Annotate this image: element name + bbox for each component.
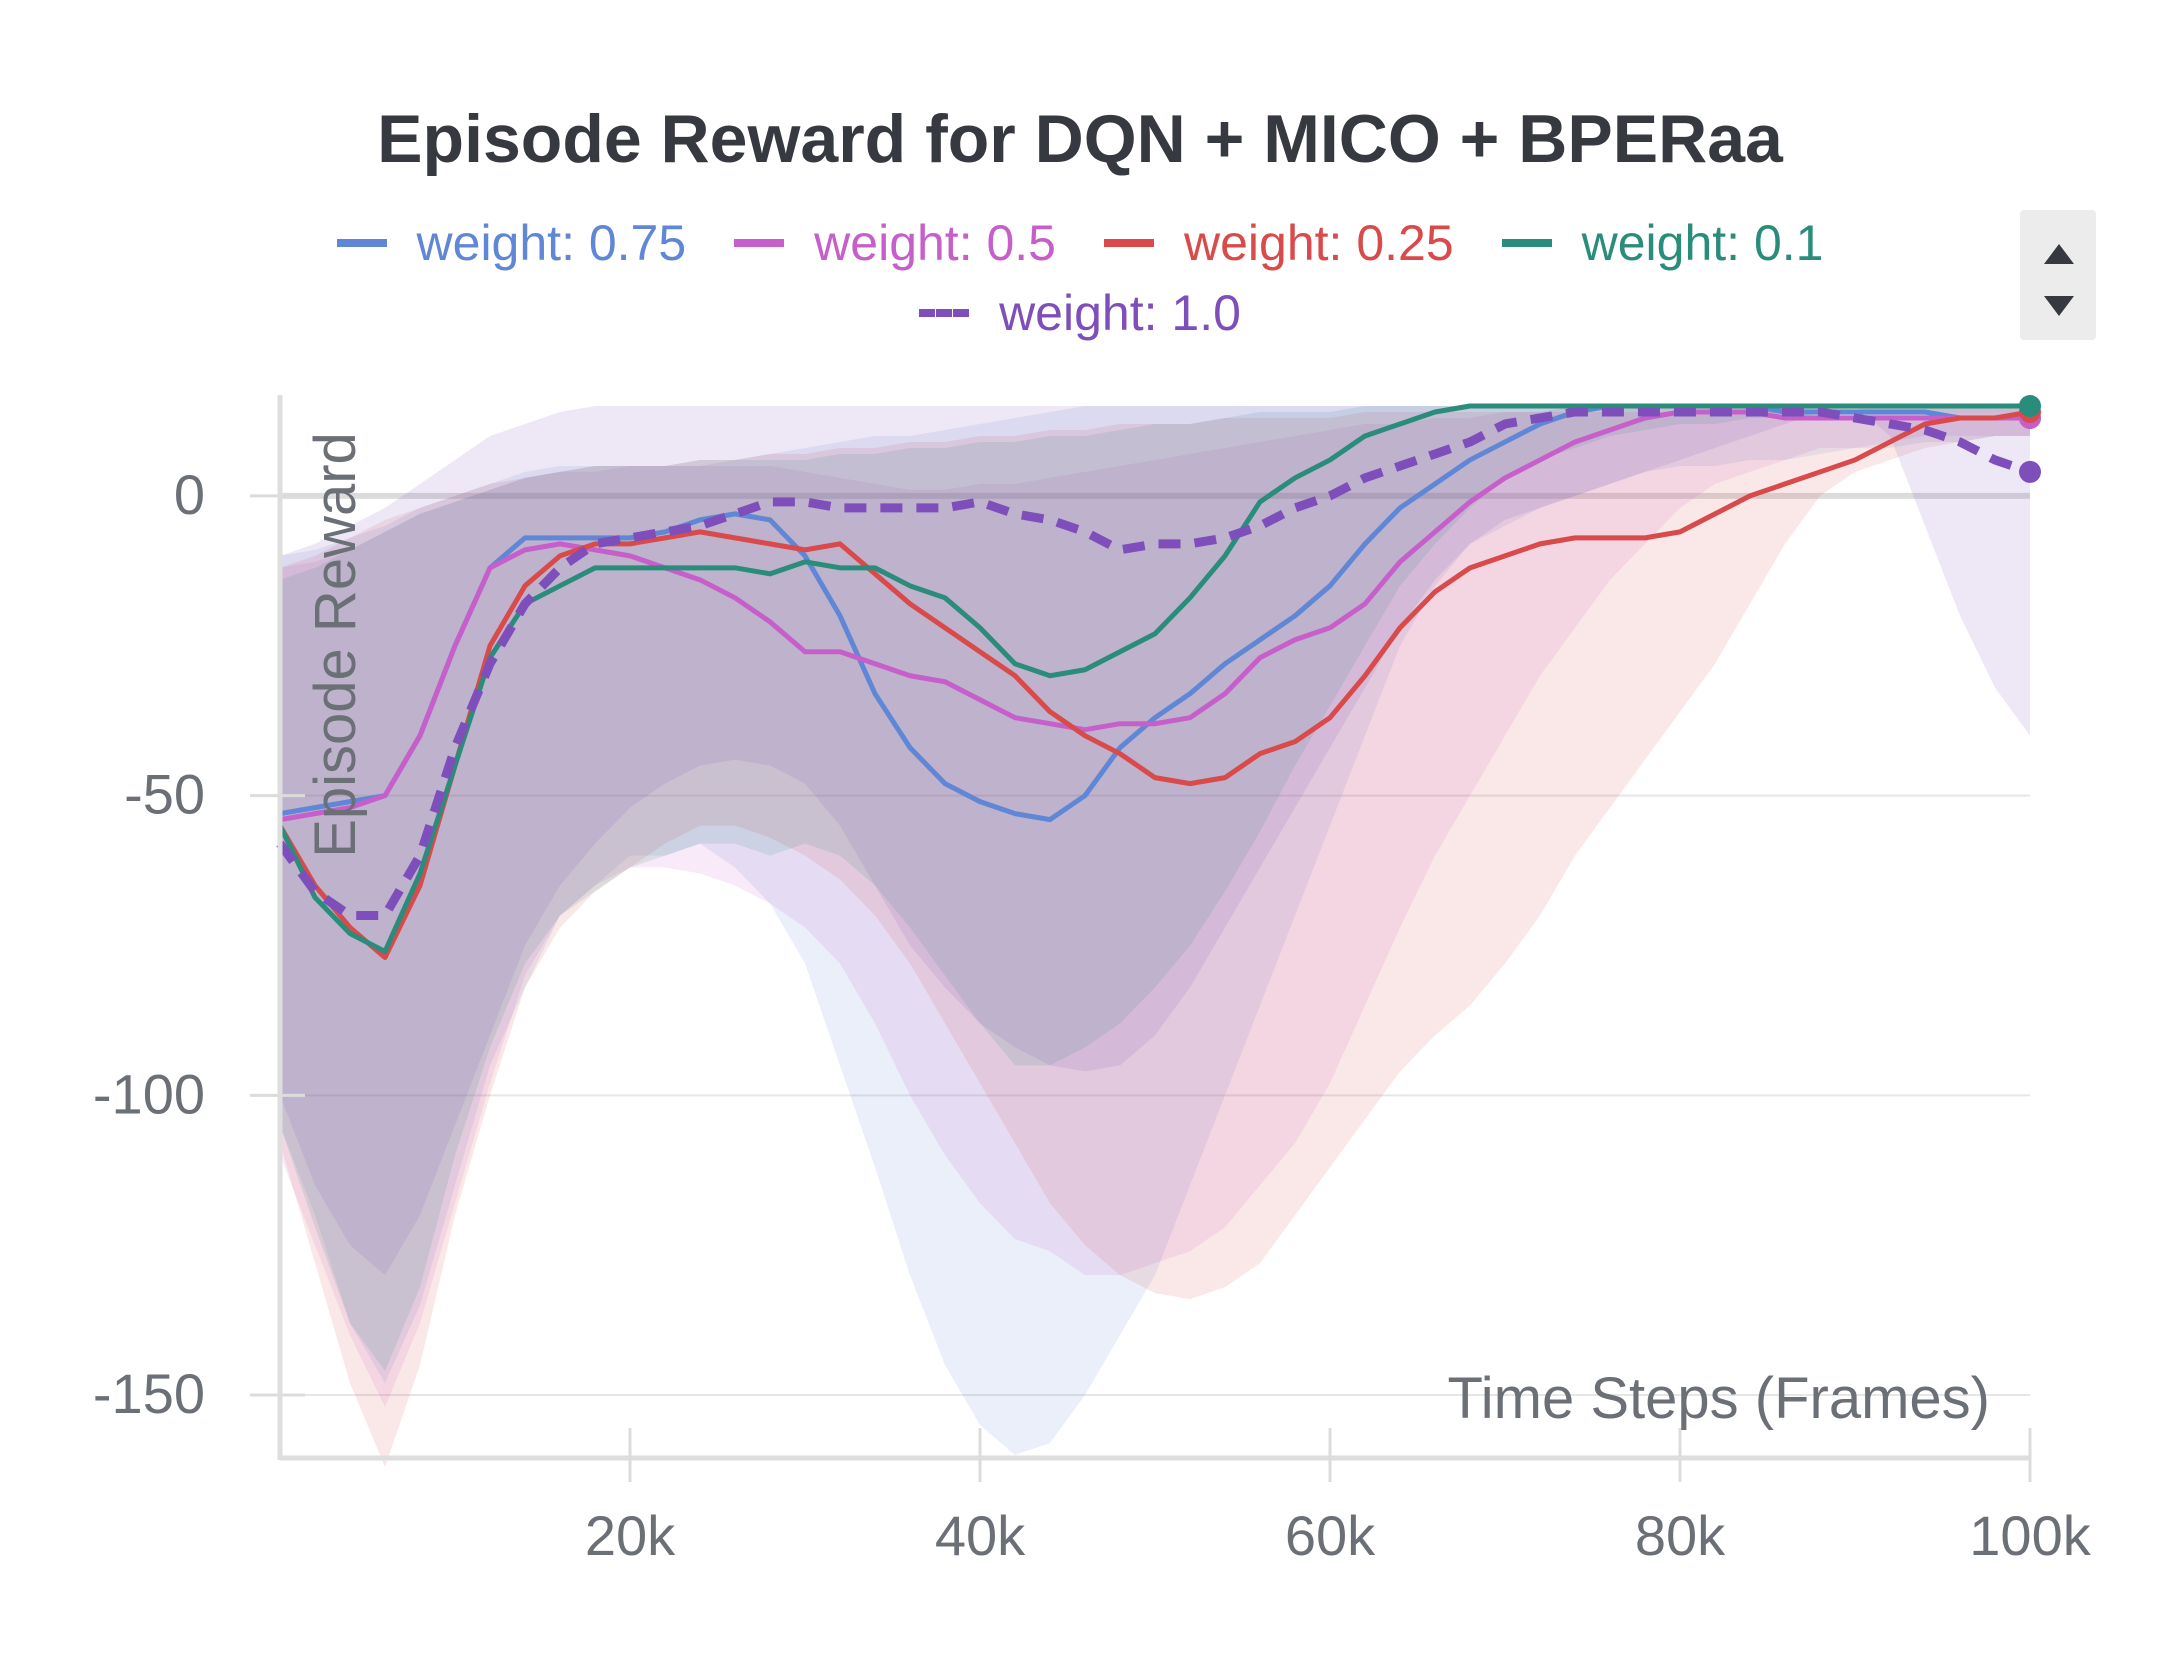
x-tick-label: 80k	[1635, 1504, 1726, 1567]
legend-swatch	[1501, 239, 1552, 247]
x-tick-label: 60k	[1285, 1504, 1376, 1567]
y-tick-label: -100	[93, 1062, 205, 1125]
y-axis-label: Episode Reward	[303, 432, 368, 858]
legend-swatch	[1104, 239, 1154, 247]
legend: weight: 0.75 weight: 0.5 weight: 0.25 we…	[150, 208, 2010, 348]
legend-label: weight: 0.25	[1184, 215, 1454, 271]
legend-scroller	[2020, 210, 2096, 340]
legend-label: weight: 0.1	[1581, 215, 1824, 271]
x-tick-label: 100k	[1969, 1504, 2091, 1567]
x-tick-label: 40k	[935, 1504, 1026, 1567]
series-line	[277, 403, 2030, 954]
y-tick-label: 0	[174, 463, 205, 526]
legend-item[interactable]: weight: 0.5	[734, 214, 1056, 272]
series-line	[276, 407, 2032, 921]
confidence-band	[280, 405, 2030, 1455]
legend-swatch	[919, 309, 970, 317]
series-end-point	[2019, 460, 2041, 483]
confidence-band	[280, 405, 2030, 1276]
confidence-band	[280, 405, 2030, 1372]
confidence-band	[280, 405, 2030, 1467]
legend-label: weight: 0.75	[416, 215, 687, 271]
series-end-point	[2019, 394, 2041, 417]
legend-swatch	[734, 239, 785, 247]
scroll-down-icon[interactable]	[2044, 296, 2074, 316]
legend-label: weight: 0.5	[814, 215, 1056, 271]
legend-item[interactable]: weight: 0.75	[336, 214, 687, 272]
x-axis-label: Time Steps (Frames)	[1448, 1366, 1990, 1431]
legend-row-2: weight: 1.0	[150, 278, 2010, 348]
legend-swatch	[336, 239, 387, 247]
confidence-band	[280, 411, 2030, 1408]
chart-title: Episode Reward for DQN + MICO + BPERaa	[377, 101, 1783, 177]
legend-label: weight: 1.0	[999, 285, 1241, 341]
x-tick-label: 20k	[585, 1504, 676, 1567]
legend-item[interactable]: weight: 0.1	[1501, 214, 1824, 272]
y-tick-label: -50	[124, 763, 205, 826]
series-lines	[276, 394, 2041, 960]
series-line	[277, 409, 2031, 960]
legend-item[interactable]: weight: 0.25	[1104, 214, 1454, 272]
y-tick-label: -150	[93, 1362, 205, 1425]
legend-row-1: weight: 0.75 weight: 0.5 weight: 0.25 we…	[150, 208, 2010, 278]
scroll-up-icon[interactable]	[2044, 244, 2074, 264]
grid	[280, 492, 2030, 1397]
legend-item[interactable]: weight: 1.0	[919, 284, 1241, 342]
confidence-bands	[280, 405, 2030, 1467]
axes: 0 -50 -100 -150 20k 40k 60k 80k 100k	[93, 395, 2092, 1567]
series-line	[279, 409, 2030, 823]
